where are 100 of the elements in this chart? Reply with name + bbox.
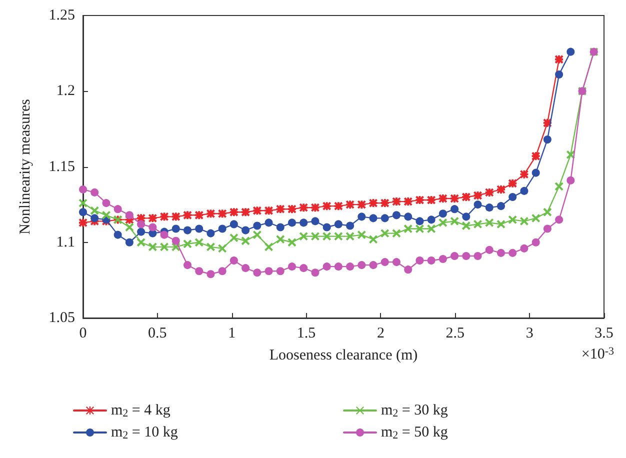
- point: [496, 220, 505, 228]
- point: [566, 48, 575, 56]
- point: [206, 242, 215, 251]
- point: [358, 230, 366, 239]
- point: [404, 212, 412, 221]
- x-tick-label: 2.5: [446, 326, 465, 342]
- point: [206, 229, 215, 238]
- point: [520, 186, 528, 195]
- x-tick-label: 1.5: [296, 326, 316, 342]
- point: [392, 211, 400, 220]
- point: [334, 232, 342, 240]
- point: [242, 264, 250, 272]
- point: [427, 216, 436, 224]
- y-tick-label: 1.1: [56, 234, 75, 250]
- point: [346, 232, 354, 240]
- point: [438, 210, 447, 218]
- point: [79, 185, 87, 194]
- point: [114, 205, 122, 214]
- y-tick-label: 1.05: [48, 310, 75, 326]
- point: [474, 252, 482, 260]
- point: [392, 229, 400, 238]
- point: [230, 256, 238, 265]
- x-tick-label: 1: [228, 326, 236, 342]
- point: [160, 242, 168, 251]
- point: [369, 235, 378, 244]
- point: [137, 220, 146, 228]
- y-tick-label: 1.25: [48, 8, 75, 24]
- x-tick-label: 2: [376, 326, 384, 342]
- point: [427, 256, 436, 265]
- point: [79, 208, 87, 216]
- point: [334, 262, 342, 271]
- point: [555, 216, 564, 224]
- point: [555, 70, 564, 78]
- point: [532, 238, 540, 246]
- point: [438, 218, 447, 227]
- point: [137, 238, 146, 246]
- point: [322, 262, 331, 271]
- point: [358, 212, 366, 221]
- point: [416, 217, 424, 226]
- point: [369, 261, 378, 270]
- point: [566, 176, 575, 184]
- point: [450, 205, 459, 214]
- point: [253, 230, 262, 239]
- point: [508, 216, 517, 224]
- point: [520, 244, 528, 252]
- y-tick-label: 1.15: [48, 158, 75, 175]
- x-tick-label: 3.5: [594, 326, 614, 342]
- y-axis-title: Nonlinearity measures: [18, 98, 34, 234]
- point: [125, 223, 134, 232]
- point: [264, 267, 273, 276]
- point: [90, 188, 99, 196]
- point: [485, 204, 494, 212]
- point: [555, 182, 564, 190]
- point: [172, 224, 180, 233]
- point: [358, 261, 366, 270]
- point: [380, 258, 389, 266]
- point: [218, 267, 226, 276]
- point: [543, 208, 552, 216]
- point: [334, 220, 342, 228]
- point: [276, 267, 284, 276]
- point: [462, 252, 470, 260]
- point: [90, 206, 99, 215]
- point: [253, 222, 262, 230]
- point: [242, 236, 250, 245]
- point: [300, 264, 308, 272]
- point: [288, 262, 296, 271]
- point: [184, 240, 192, 248]
- point: [532, 168, 540, 177]
- point: [404, 266, 412, 274]
- point: [125, 238, 134, 246]
- point: [300, 218, 308, 227]
- x-tick-label: 0: [79, 326, 87, 342]
- point: [450, 252, 459, 260]
- point: [184, 226, 192, 234]
- x-tick-label: 0.5: [148, 326, 167, 342]
- point: [195, 267, 204, 276]
- point: [380, 229, 389, 238]
- point: [276, 223, 284, 232]
- point: [160, 230, 168, 239]
- point: [288, 218, 296, 227]
- point: [90, 214, 99, 222]
- point: [218, 244, 226, 252]
- point: [195, 224, 204, 233]
- point: [497, 202, 505, 210]
- point: [242, 226, 250, 234]
- point: [311, 217, 320, 226]
- point: [288, 238, 296, 246]
- point: [264, 218, 273, 227]
- point: [102, 199, 110, 208]
- point: [474, 200, 482, 209]
- point: [404, 224, 412, 233]
- point: [416, 256, 424, 265]
- point: [148, 223, 157, 232]
- point: [508, 193, 517, 201]
- point: [508, 248, 517, 257]
- point: [346, 262, 354, 271]
- point: [485, 246, 494, 254]
- point: [322, 232, 331, 240]
- point: [125, 211, 134, 220]
- point: [497, 248, 505, 257]
